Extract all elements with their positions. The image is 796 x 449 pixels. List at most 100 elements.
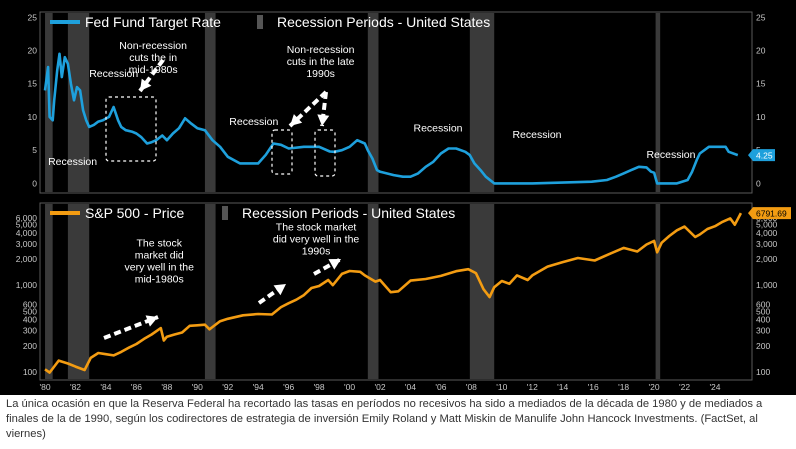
chart-annotation: 1990s <box>306 68 335 80</box>
annotation-arrow-head <box>140 78 152 91</box>
y-tick-label: 300 <box>23 326 37 336</box>
annotation-arrow-head <box>145 315 158 327</box>
chart-annotation: The stock <box>136 237 182 249</box>
y-tick-label: 200 <box>23 341 37 351</box>
sp500-line <box>44 212 743 374</box>
last-value-tag <box>748 207 791 220</box>
annotation-arrow-head <box>290 114 303 126</box>
recession-band <box>655 13 661 192</box>
x-tick-label: '86 <box>131 382 142 392</box>
legend-series-label: S&P 500 - Price <box>85 205 185 221</box>
y-tick-label-right: 200 <box>756 341 770 351</box>
recession-band <box>204 13 216 192</box>
y-tick-label-right: 20 <box>756 46 766 56</box>
recession-band <box>67 204 90 379</box>
y-tick-label: 1,000 <box>16 280 38 290</box>
chart-annotation: 1990s <box>302 245 331 257</box>
recession-band <box>469 13 495 192</box>
recession-band <box>45 204 53 379</box>
x-tick-label: '88 <box>161 382 172 392</box>
x-tick-label: '92 <box>222 382 233 392</box>
chart-annotation: Recession <box>414 123 463 135</box>
x-tick-label: '10 <box>496 382 507 392</box>
x-tick-label: '18 <box>618 382 629 392</box>
last-value-label: 4.25 <box>756 151 773 161</box>
y-tick-label-right: 2,000 <box>756 254 778 264</box>
y-tick-label: 15 <box>28 79 38 89</box>
fed-rate-line <box>43 52 739 185</box>
annotation-arrow-shaft <box>138 58 165 93</box>
annotation-arrow-head <box>273 284 286 296</box>
annotation-arrow-head <box>317 114 330 126</box>
recession-band <box>204 204 216 379</box>
y-tick-label-right: 1,000 <box>756 280 778 290</box>
y-tick-label: 0 <box>32 178 37 188</box>
recession-band <box>67 13 90 192</box>
y-tick-label-right: 500 <box>756 306 770 316</box>
x-tick-label: '22 <box>679 382 690 392</box>
chart-annotation: did very well in the <box>273 233 360 245</box>
y-tick-label: 3,000 <box>16 239 38 249</box>
panel-frame <box>39 202 753 381</box>
y-tick-label: 100 <box>23 367 37 377</box>
x-tick-label: '96 <box>283 382 294 392</box>
y-tick-label: 400 <box>23 315 37 325</box>
x-tick-label: '08 <box>466 382 477 392</box>
y-tick-label: 500 <box>23 306 37 316</box>
y-tick-label-right: 10 <box>756 112 766 122</box>
figure-caption: La única ocasión en que la Reserva Feder… <box>6 398 763 440</box>
chart-annotation: cuts the in <box>129 52 177 64</box>
recession-band <box>367 13 379 192</box>
highlight-box <box>105 96 157 162</box>
y-tick-label-right: 4,000 <box>756 228 778 238</box>
y-tick-label-right: 5,000 <box>756 220 778 230</box>
y-tick-label-right: 600 <box>756 299 770 309</box>
x-tick-label: '20 <box>649 382 660 392</box>
y-tick-label: 10 <box>28 112 38 122</box>
legend-band-swatch <box>257 15 263 29</box>
chart-annotation: Non-recession <box>119 40 187 52</box>
x-tick-label: '12 <box>527 382 538 392</box>
highlight-box <box>314 129 336 177</box>
y-tick-label: 2,000 <box>16 254 38 264</box>
highlight-box <box>271 129 293 175</box>
chart-annotation: Recession <box>229 116 278 128</box>
x-tick-label: '24 <box>709 382 720 392</box>
legend-series-label: Fed Fund Target Rate <box>85 14 221 30</box>
y-tick-label-right: 0 <box>756 178 761 188</box>
chart-annotation: The stock market <box>276 221 357 233</box>
y-tick-label: 600 <box>23 299 37 309</box>
chart-annotation: very well in the <box>125 261 195 273</box>
chart-annotation: Recession <box>646 149 695 161</box>
last-value-tag <box>748 149 775 162</box>
x-tick-label: '82 <box>70 382 81 392</box>
x-tick-label: '02 <box>374 382 385 392</box>
y-tick-label-right: 300 <box>756 326 770 336</box>
recession-band <box>367 204 379 379</box>
recession-band <box>655 204 661 379</box>
y-tick-label: 4,000 <box>16 228 38 238</box>
y-tick-label-right: 25 <box>756 12 766 22</box>
legend-band-label: Recession Periods - United States <box>242 205 455 221</box>
x-tick-label: '98 <box>314 382 325 392</box>
annotation-arrow-shaft <box>288 90 328 128</box>
chart-annotation: mid-1980s <box>135 273 184 285</box>
y-tick-label-right: 15 <box>756 79 766 89</box>
chart-annotation: market did <box>135 249 184 261</box>
x-tick-label: '94 <box>253 382 264 392</box>
y-tick-label-right: 3,000 <box>756 239 778 249</box>
y-tick-label-right: 100 <box>756 367 770 377</box>
legend-band-swatch <box>222 206 228 220</box>
x-tick-label: '04 <box>405 382 416 392</box>
x-tick-label: '14 <box>557 382 568 392</box>
y-tick-label-right: 400 <box>756 315 770 325</box>
chart-annotation: Non-recession <box>287 44 355 56</box>
x-tick-label: '84 <box>100 382 111 392</box>
recession-band <box>469 204 495 379</box>
last-value-label: 6791.69 <box>756 209 787 219</box>
x-tick-label: '80 <box>40 382 51 392</box>
y-tick-label: 20 <box>28 46 38 56</box>
chart-annotation: Recession <box>89 68 138 80</box>
